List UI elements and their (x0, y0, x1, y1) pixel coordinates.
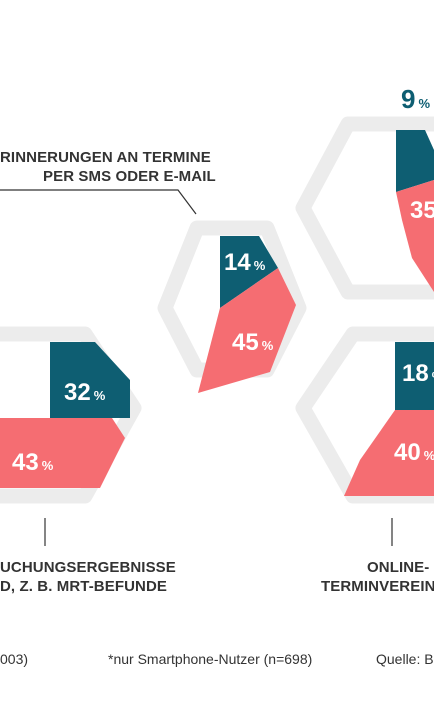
hexagon-frame-right-bottom (295, 326, 434, 504)
center-coral-value: 45% (232, 329, 274, 356)
hexagon-frame-right-top (295, 116, 434, 300)
hexagon-frame-left (0, 326, 142, 504)
label-right-line-1: ONLINE- (367, 559, 429, 576)
right-top-coral-segment (396, 180, 434, 292)
footer-left: 003) (0, 651, 29, 667)
right-bottom-teal-segment (395, 342, 434, 410)
right-bottom-coral-segment (344, 410, 434, 496)
left-teal-segment (50, 342, 130, 418)
left-coral-value: 43% (12, 449, 54, 476)
left-teal-value: 32% (64, 379, 106, 406)
callout-line-center (0, 189, 197, 215)
right-top-teal-value: 9% (401, 84, 430, 114)
right-top-coral-value: 35 (410, 197, 434, 224)
right-bottom-coral-value: 40% (394, 439, 434, 466)
center-teal-value: 14% (224, 249, 266, 276)
label-right-line-2: TERMINVEREINBA (321, 578, 434, 595)
label-center-line-2: PER SMS ODER E-MAIL (43, 168, 216, 185)
center-coral-segment (198, 268, 296, 393)
footer-note: *nur Smartphone-Nutzer (n=698) (108, 651, 313, 667)
right-bottom-teal-value: 18% (402, 360, 434, 387)
center-teal-segment (220, 236, 278, 308)
right-top-teal-segment (396, 130, 434, 192)
label-left-line-1: UCHUNGSERGEBNISSE (0, 559, 176, 576)
footer-source: Quelle: B (376, 651, 434, 667)
label-left-line-2: D, Z. B. MRT-BEFUNDE (0, 578, 167, 595)
left-coral-segment (0, 418, 125, 488)
label-center-line-1: RINNERUNGEN AN TERMINE (0, 149, 211, 166)
